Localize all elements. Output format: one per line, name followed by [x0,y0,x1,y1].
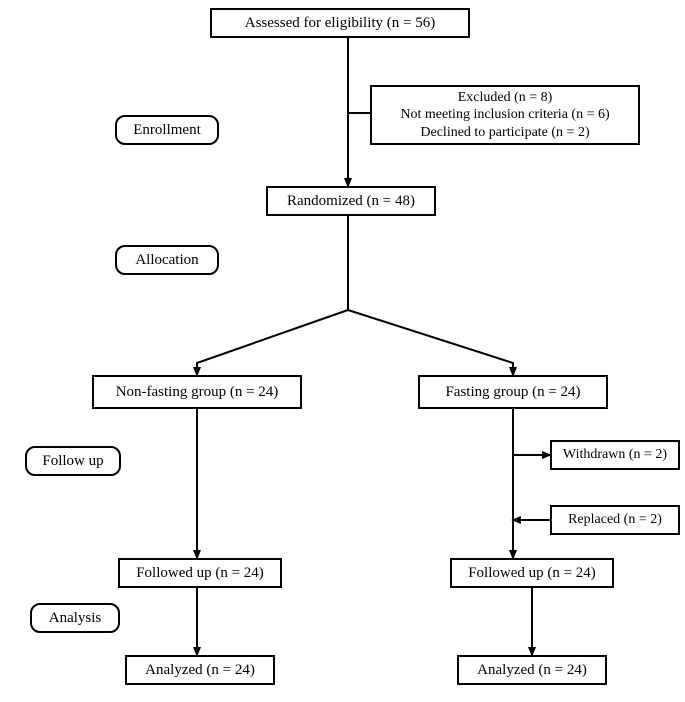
node-replaced-line: Replaced (n = 2) [568,511,662,529]
stage-enrollment-label: Enrollment [133,122,201,139]
node-follow_f: Followed up (n = 24) [450,558,614,588]
node-nonfasting: Non-fasting group (n = 24) [92,375,302,409]
node-withdrawn: Withdrawn (n = 2) [550,440,680,470]
node-follow_nf-line: Followed up (n = 24) [136,564,264,583]
stage-analysis: Analysis [30,603,120,633]
stage-allocation-label: Allocation [135,252,198,269]
node-excluded-line: Not meeting inclusion criteria (n = 6) [400,106,609,124]
node-nonfasting-line: Non-fasting group (n = 24) [116,383,279,402]
stage-analysis-label: Analysis [49,610,102,627]
node-withdrawn-line: Withdrawn (n = 2) [563,446,667,464]
stage-enrollment: Enrollment [115,115,219,145]
node-follow_f-line: Followed up (n = 24) [468,564,596,583]
edge [348,310,513,375]
node-assessed: Assessed for eligibility (n = 56) [210,8,470,38]
stage-followup-label: Follow up [42,453,103,470]
node-analyzed_nf: Analyzed (n = 24) [125,655,275,685]
node-assessed-line: Assessed for eligibility (n = 56) [245,14,436,33]
node-randomized-line: Randomized (n = 48) [287,192,415,211]
node-randomized: Randomized (n = 48) [266,186,436,216]
node-follow_nf: Followed up (n = 24) [118,558,282,588]
node-excluded-line: Excluded (n = 8) [458,89,553,107]
stage-allocation: Allocation [115,245,219,275]
node-analyzed_f-line: Analyzed (n = 24) [477,661,587,680]
node-analyzed_nf-line: Analyzed (n = 24) [145,661,255,680]
node-fasting: Fasting group (n = 24) [418,375,608,409]
node-analyzed_f: Analyzed (n = 24) [457,655,607,685]
edge [197,310,348,375]
node-fasting-line: Fasting group (n = 24) [445,383,580,402]
node-excluded: Excluded (n = 8)Not meeting inclusion cr… [370,85,640,145]
node-excluded-line: Declined to participate (n = 2) [420,124,589,142]
node-replaced: Replaced (n = 2) [550,505,680,535]
stage-followup: Follow up [25,446,121,476]
